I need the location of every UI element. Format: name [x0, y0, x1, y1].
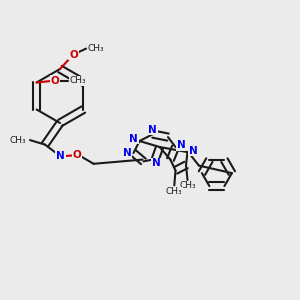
Text: CH₃: CH₃: [179, 182, 196, 190]
Text: CH₃: CH₃: [88, 44, 104, 53]
Text: CH₃: CH₃: [70, 76, 86, 85]
Text: O: O: [69, 50, 78, 60]
Text: N: N: [56, 151, 65, 161]
Text: N: N: [188, 146, 197, 156]
Text: N: N: [176, 140, 185, 151]
Text: N: N: [148, 124, 157, 135]
Text: CH₃: CH₃: [166, 187, 183, 196]
Text: N: N: [122, 148, 131, 158]
Text: N: N: [152, 158, 161, 169]
Text: N: N: [129, 134, 138, 144]
Text: O: O: [73, 150, 82, 161]
Text: CH₃: CH₃: [10, 136, 26, 145]
Text: O: O: [50, 76, 59, 86]
